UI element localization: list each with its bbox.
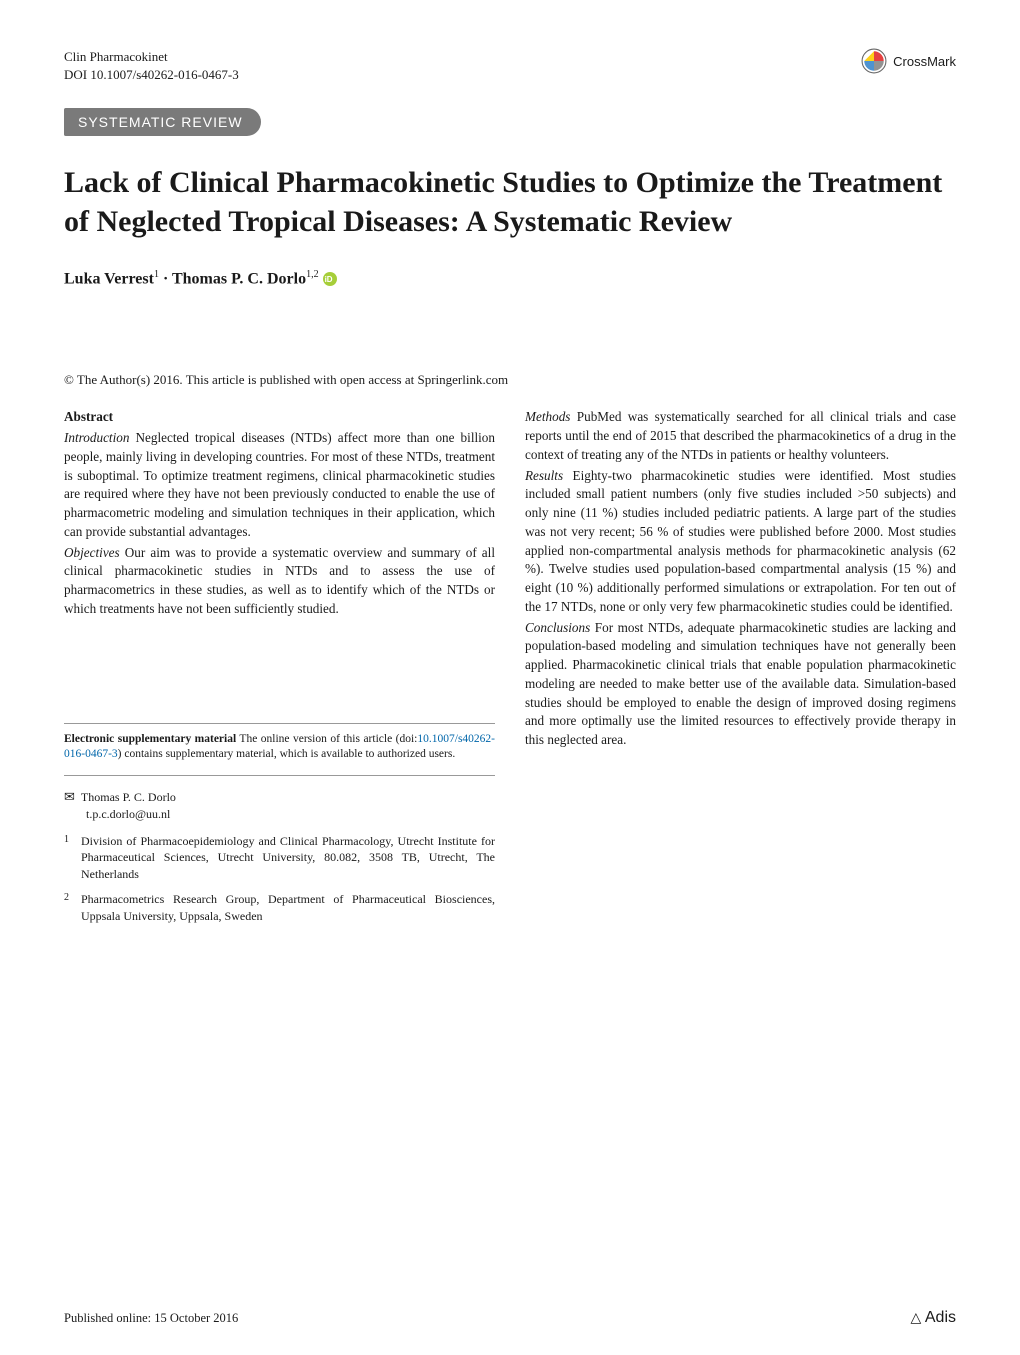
affiliation-1: 1 Division of Pharmacoepidemiology and C… [64, 833, 495, 883]
license-line: © The Author(s) 2016. This article is pu… [64, 372, 956, 388]
author-2-affil-sup: 1,2 [306, 269, 319, 280]
journal-info: Clin Pharmacokinet DOI 10.1007/s40262-01… [64, 48, 239, 84]
authors-line: Luka Verrest1 · Thomas P. C. Dorlo1,2 [64, 269, 956, 288]
article-title: Lack of Clinical Pharmacokinetic Studies… [64, 164, 956, 241]
journal-title: Clin Pharmacokinet [64, 48, 239, 66]
left-column: Abstract Introduction Neglected tropical… [64, 408, 495, 932]
author-separator: · [159, 270, 172, 287]
affil-1-num: 1 [64, 833, 69, 883]
two-column-body: Abstract Introduction Neglected tropical… [64, 408, 956, 932]
objectives-label: Objectives [64, 545, 120, 560]
article-type-tag: SYSTEMATIC REVIEW [64, 108, 261, 136]
adis-triangle-icon: △ [911, 1309, 922, 1325]
crossmark-label: CrossMark [893, 54, 956, 69]
methods-label: Methods [525, 409, 570, 424]
objectives-text: Our aim was to provide a systematic over… [64, 545, 495, 616]
results-text: Eighty-two pharmacokinetic studies were … [525, 468, 956, 614]
abstract-introduction: Introduction Neglected tropical diseases… [64, 429, 495, 541]
author-2-name: Thomas P. C. Dorlo [172, 270, 306, 287]
author-1-name: Luka Verrest [64, 270, 154, 287]
correspondence-block: ✉ Thomas P. C. Dorlo t.p.c.dorlo@uu.nl [64, 788, 495, 823]
esm-note: Electronic supplementary material The on… [64, 732, 495, 763]
affiliation-2: 2 Pharmacometrics Research Group, Depart… [64, 891, 495, 925]
corr-name: Thomas P. C. Dorlo [81, 790, 176, 804]
results-label: Results [525, 468, 563, 483]
publisher-logo: △ Adis [911, 1309, 956, 1327]
crossmark-icon [861, 48, 887, 74]
crossmark-badge[interactable]: CrossMark [861, 48, 956, 74]
page-footer: Published online: 15 October 2016 △ Adis [64, 1309, 956, 1327]
separator-rule-2 [64, 775, 495, 776]
affil-2-num: 2 [64, 891, 69, 925]
abstract-results: Results Eighty-two pharmacokinetic studi… [525, 467, 956, 617]
separator-rule [64, 723, 495, 724]
doi-line: DOI 10.1007/s40262-016-0467-3 [64, 66, 239, 84]
affil-2-text: Pharmacometrics Research Group, Departme… [81, 891, 495, 925]
abstract-heading-text: Abstract [64, 409, 113, 424]
envelope-icon: ✉ [64, 788, 75, 806]
conclusions-text: For most NTDs, adequate pharmacokinetic … [525, 620, 956, 747]
affil-1-text: Division of Pharmacoepidemiology and Cli… [81, 833, 495, 883]
corr-email: t.p.c.dorlo@uu.nl [86, 806, 170, 823]
published-online: Published online: 15 October 2016 [64, 1311, 238, 1326]
abstract-methods: Methods PubMed was systematically search… [525, 408, 956, 464]
esm-text-1: The online version of this article (doi: [236, 733, 417, 745]
abstract-heading: Abstract [64, 408, 495, 427]
header-row: Clin Pharmacokinet DOI 10.1007/s40262-01… [64, 48, 956, 84]
orcid-icon[interactable] [323, 272, 337, 286]
esm-bold: Electronic supplementary material [64, 733, 236, 745]
methods-text: PubMed was systematically searched for a… [525, 409, 956, 461]
publisher-name: Adis [925, 1309, 956, 1326]
intro-text: Neglected tropical diseases (NTDs) affec… [64, 430, 495, 539]
conclusions-label: Conclusions [525, 620, 590, 635]
intro-label: Introduction [64, 430, 129, 445]
right-column: Methods PubMed was systematically search… [525, 408, 956, 932]
esm-text-2: ) contains supplementary material, which… [118, 748, 456, 760]
abstract-conclusions: Conclusions For most NTDs, adequate phar… [525, 619, 956, 750]
abstract-objectives: Objectives Our aim was to provide a syst… [64, 544, 495, 619]
